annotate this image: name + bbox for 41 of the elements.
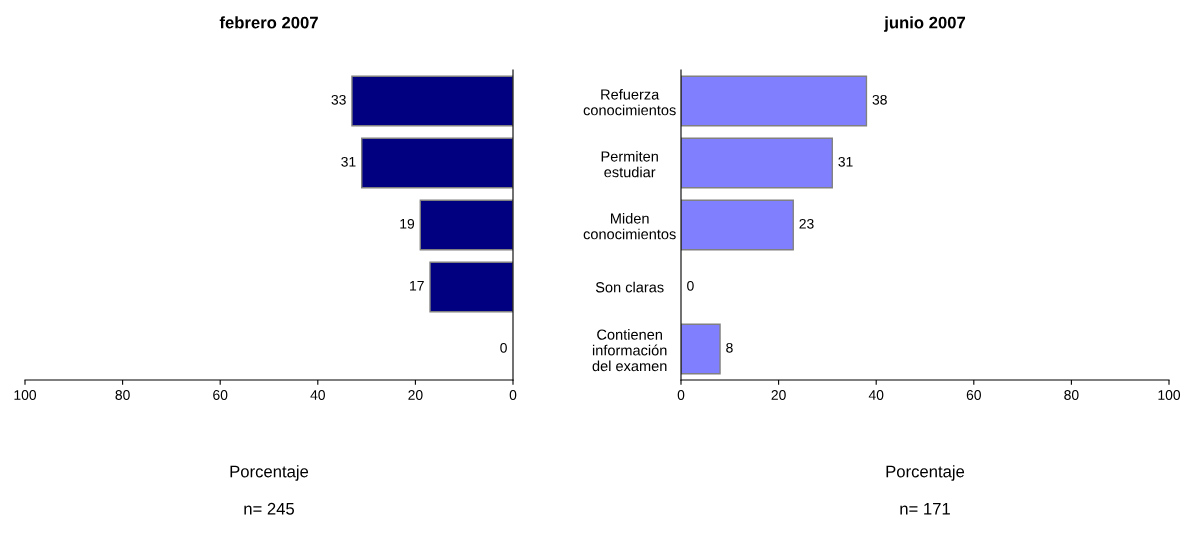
x-tick-label: 60 (213, 390, 228, 400)
data-label: 31 (838, 156, 853, 167)
x-tick-label: 40 (868, 390, 884, 400)
chart-title: febrero 2007 (219, 16, 318, 29)
x-tick-label: 0 (509, 390, 517, 400)
data-label: 19 (400, 218, 415, 229)
y-tick-label: Contienen información del examen (592, 329, 667, 372)
text: n= 171 (900, 503, 950, 515)
bar (419, 199, 513, 251)
x-tick-label: 20 (771, 390, 786, 400)
y-tick-label: Refuerza conocimientos (583, 88, 676, 116)
data-label: 38 (872, 94, 887, 105)
x-tick-label: 40 (310, 390, 325, 400)
x-tick-label: 100 (14, 390, 37, 400)
data-label: 17 (410, 281, 424, 291)
x-tick-label: 60 (966, 390, 981, 400)
bar (681, 75, 868, 127)
bar (361, 137, 513, 189)
data-label: 31 (341, 156, 356, 167)
x-tick-label: 100 (1158, 390, 1181, 400)
data-label: 0 (500, 342, 507, 353)
x-axis-title: Porcentaje (886, 465, 965, 481)
data-label: 0 (687, 280, 694, 291)
x-tick-label: 80 (115, 390, 130, 400)
bar (681, 323, 721, 375)
y-tick-label: Son claras (595, 281, 664, 293)
x-axis-title: Porcentaje (230, 465, 309, 481)
y-tick-label: Permiten estudiar (601, 150, 658, 178)
x-tick-label: 0 (677, 390, 685, 400)
data-label: 23 (799, 218, 814, 229)
chart-title: junio 2007 (883, 16, 966, 32)
bar (681, 199, 794, 251)
y-tick-label: Miden conocimientos (583, 212, 676, 240)
data-label: 8 (726, 342, 733, 353)
x-tick-label: 80 (1064, 390, 1079, 400)
bar (429, 261, 513, 313)
bar (351, 75, 513, 127)
data-label: 33 (331, 94, 346, 105)
bar (681, 137, 833, 189)
x-tick-label: 20 (408, 390, 423, 400)
text: n= 245 (244, 502, 295, 515)
